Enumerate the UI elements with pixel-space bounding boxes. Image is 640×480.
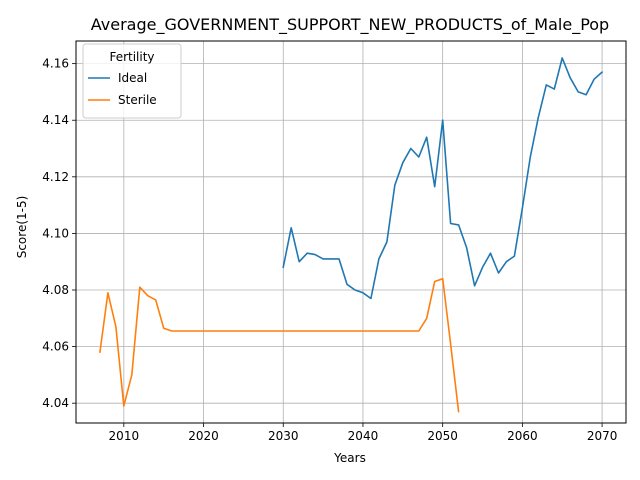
x-tick-label: 2020 — [188, 429, 219, 443]
x-tick-label: 2070 — [587, 429, 618, 443]
y-tick-label: 4.08 — [42, 283, 69, 297]
series-line-sterile — [99, 277, 460, 413]
chart-title: Average_GOVERNMENT_SUPPORT_NEW_PRODUCTS_… — [91, 15, 609, 35]
x-axis-label: Years — [333, 451, 366, 465]
y-tick-label: 4.04 — [42, 396, 69, 410]
x-tick-label: 2060 — [507, 429, 538, 443]
legend-label-sterile: Sterile — [118, 93, 157, 107]
y-tick-label: 4.14 — [42, 113, 69, 127]
y-tick-label: 4.12 — [42, 170, 69, 184]
legend-label-ideal: Ideal — [118, 71, 147, 85]
y-axis-ticks: 4.04 4.06 4.08 4.10 4.12 4.14 4.16 — [42, 57, 76, 410]
y-tick-label: 4.10 — [42, 226, 69, 240]
series-layer — [99, 57, 603, 413]
x-tick-label: 2010 — [109, 429, 140, 443]
y-tick-label: 4.06 — [42, 340, 69, 354]
y-axis-label: Score(1-5) — [15, 196, 29, 259]
plot-frame — [75, 40, 627, 424]
y-tick-label: 4.16 — [42, 57, 69, 71]
legend-entries: Ideal Sterile — [88, 71, 157, 107]
grid-lines — [76, 41, 626, 423]
legend: Fertility Ideal Sterile — [82, 43, 182, 119]
series-line-ideal — [282, 57, 603, 300]
x-tick-label: 2040 — [348, 429, 379, 443]
legend-title: Fertility — [109, 50, 154, 64]
x-tick-label: 2050 — [427, 429, 458, 443]
x-tick-label: 2030 — [268, 429, 299, 443]
x-axis-ticks: 2010 2020 2030 2040 2050 2060 2070 — [109, 423, 618, 443]
